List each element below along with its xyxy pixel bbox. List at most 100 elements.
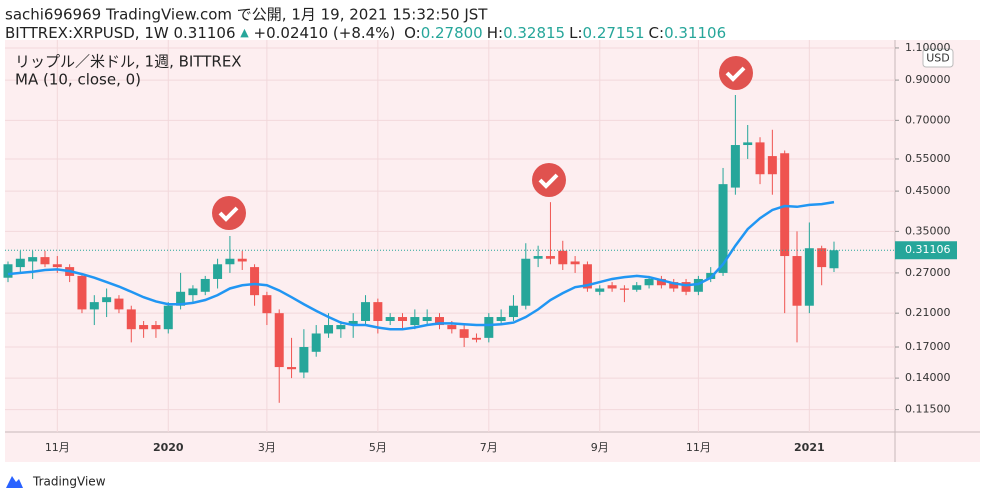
candle-body (163, 305, 173, 330)
legend-ma: MA (10, close, 0) (15, 71, 141, 89)
candle-body (361, 302, 371, 321)
candle-body (324, 325, 334, 334)
ohlc-label: O: (404, 24, 421, 42)
candle-body (28, 257, 38, 262)
candle-body (434, 317, 444, 326)
candle-body (373, 302, 383, 321)
candle-body (447, 325, 457, 330)
annotation-check (532, 163, 566, 197)
x-tick-label: 5月 (369, 441, 387, 454)
candle-body (250, 267, 260, 296)
candle-body (299, 347, 309, 373)
candle-body (385, 317, 395, 321)
candle-body (755, 142, 765, 175)
ohlc-label: C: (649, 24, 665, 42)
header-quote: BITTREX:XRPUSD, 1W 0.31106 ▲ +0.02410 (+… (5, 24, 726, 42)
ohlc-value: 0.32815 (503, 24, 565, 42)
candle-body (693, 278, 703, 292)
arrow: ▲ (240, 26, 249, 39)
x-tick-label: 9月 (591, 441, 609, 454)
ohlc-label: L: (569, 24, 582, 42)
y-tick-label: 0.55000 (905, 152, 951, 165)
candle-body (398, 317, 408, 321)
candle-body (533, 256, 543, 259)
candle-body (595, 288, 605, 292)
candle-body (743, 142, 753, 146)
candle-body (718, 184, 728, 273)
y-tick-label: 0.11500 (905, 403, 951, 416)
candle-body (151, 325, 161, 330)
y-tick-label: 0.14000 (905, 371, 951, 384)
candle-body (669, 282, 679, 289)
symbol: BITTREX:XRPUSD, 1W 0.31106 (5, 24, 236, 42)
candle-body (410, 317, 420, 326)
candle-body (348, 320, 358, 326)
candle-body (77, 275, 87, 310)
candle-body (336, 325, 346, 330)
candle-body (656, 278, 666, 286)
currency-box (922, 48, 954, 68)
candle-body (422, 317, 432, 321)
grid (5, 40, 895, 432)
candle-body (40, 257, 50, 265)
candle-body (126, 309, 136, 330)
candle-body (89, 302, 99, 310)
candle-body (15, 258, 25, 268)
candle-body (767, 156, 777, 175)
candle-body (817, 248, 827, 268)
candle-body (114, 298, 124, 310)
candle-body (274, 313, 284, 368)
y-tick-label: 0.45000 (905, 184, 951, 197)
y-tick-label: 0.27000 (905, 266, 951, 279)
candle-body (730, 145, 740, 188)
candle-body (484, 317, 494, 338)
candle-body (213, 264, 223, 279)
x-tick-label: 11月 (45, 441, 70, 454)
candle-body (188, 288, 198, 296)
candle-body (644, 278, 654, 286)
candle-body (545, 256, 555, 259)
ma-line (7, 200, 835, 331)
ohlc-value: 0.27800 (421, 24, 483, 42)
ohlc-value: 0.31106 (664, 24, 726, 42)
candle-body (200, 278, 210, 292)
candle-body (139, 325, 149, 330)
y-tick-label: 1.10000 (905, 41, 951, 54)
y-tick-label: 0.21000 (905, 306, 951, 319)
y-tick-label: 0.35000 (905, 224, 951, 237)
candle-body (237, 258, 247, 262)
ohlc-value: 0.27151 (583, 24, 645, 42)
footer: TradingView (32, 475, 106, 489)
x-tick-label: 3月 (258, 441, 276, 454)
candle-body (558, 250, 568, 265)
ohlc-label: H: (487, 24, 503, 42)
candle-body (262, 295, 272, 314)
candle-body (521, 258, 531, 306)
y-tick-label: 0.70000 (905, 113, 951, 126)
candle-body (225, 258, 235, 265)
candle-body (311, 333, 321, 352)
annotation-check (212, 196, 246, 230)
candle-body (459, 329, 469, 338)
candle-body (582, 264, 592, 289)
x-tick-label: 7月 (480, 441, 498, 454)
x-tick-label: 11月 (686, 441, 711, 454)
candle-body (287, 367, 297, 370)
last-price-label: 0.31106 (905, 243, 951, 256)
annotation-check (719, 56, 753, 90)
candle-body (496, 317, 506, 321)
candle-body (619, 288, 629, 290)
x-tick-label: 2021 (794, 441, 825, 454)
header-line: sachi696969 TradingView.com で公開, 1月 19, … (5, 6, 488, 24)
candle-body (607, 285, 617, 289)
footer-logo (6, 476, 23, 488)
candle-body (804, 248, 814, 306)
candle-body (570, 261, 580, 265)
change: +0.02410 (+8.4%) (254, 24, 396, 42)
last-price-tag (895, 241, 957, 260)
candle-body (471, 337, 481, 340)
x-tick-label: 2020 (153, 441, 184, 454)
y-tick-label: 0.17000 (905, 340, 951, 353)
candle-body (829, 250, 839, 269)
